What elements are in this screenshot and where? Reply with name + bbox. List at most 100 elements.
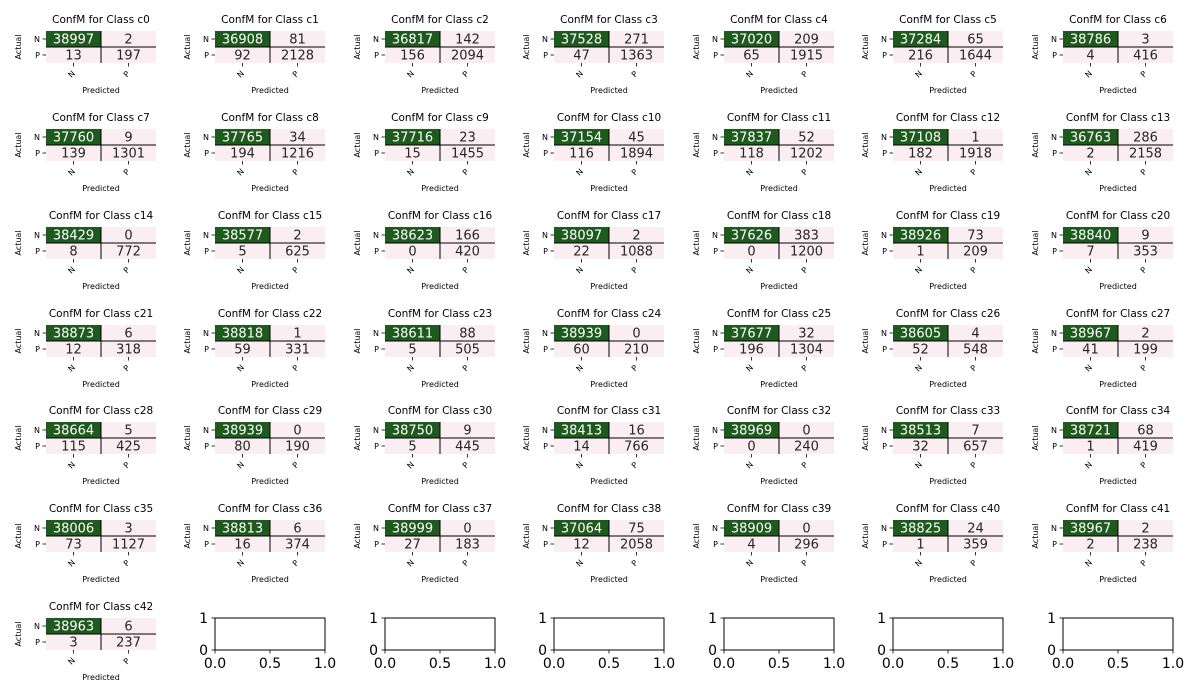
empty-axes-frame xyxy=(723,617,835,651)
cell-value: 37626 xyxy=(731,229,772,244)
y-tick-label: N xyxy=(34,524,40,533)
cell-value: 183 xyxy=(455,538,480,553)
matrix-cell xyxy=(893,325,948,341)
y-tick-label: N xyxy=(373,524,379,533)
empty-axes-panel: 0.0 0.5 1.0 0 1 xyxy=(1047,611,1184,672)
matrix-cell xyxy=(893,47,948,63)
y-tick-label: P xyxy=(543,149,548,158)
cell-value: 0 xyxy=(124,229,132,244)
cell-value: 238 xyxy=(1133,538,1158,553)
matrix-cell xyxy=(46,536,101,552)
matrix-cell xyxy=(609,438,664,454)
y-axis-label: Actual xyxy=(14,425,23,450)
x-tick-label: 0.5 xyxy=(1107,656,1129,672)
matrix-cell xyxy=(440,438,495,454)
matrix-cell xyxy=(46,341,101,357)
x-axis-label: Predicted xyxy=(1099,575,1137,584)
x-tick-label: P xyxy=(122,69,132,79)
x-axis-label: Predicted xyxy=(421,282,459,291)
x-tick-label: P xyxy=(630,265,640,275)
matrix-cell xyxy=(385,536,440,552)
matrix-cell xyxy=(1063,31,1118,47)
matrix-cell xyxy=(440,227,495,243)
cell-value: 548 xyxy=(963,343,988,358)
y-tick-label: P xyxy=(35,540,40,549)
cell-value: 1 xyxy=(971,131,979,146)
matrix-cell xyxy=(1063,422,1118,438)
cell-value: 38429 xyxy=(53,229,94,244)
x-tick-label: P xyxy=(291,460,301,470)
panel-title: ConfM for Class c40 xyxy=(896,503,1000,515)
y-tick-label: 0 xyxy=(199,643,208,659)
x-axis-label: Predicted xyxy=(590,184,628,193)
matrix-cell xyxy=(385,325,440,341)
cell-value: 38097 xyxy=(561,229,602,244)
matrix-cell xyxy=(893,227,948,243)
matrix-cell xyxy=(779,243,834,259)
matrix-cell xyxy=(46,634,101,650)
panel-title: ConfM for Class c6 xyxy=(1069,14,1167,26)
x-tick-label: P xyxy=(800,460,810,470)
matrix-cell xyxy=(554,438,609,454)
cell-value: 1301 xyxy=(112,147,145,162)
matrix-cell xyxy=(724,422,779,438)
cell-value: 3 xyxy=(124,522,132,537)
panel-title: ConfM for Class c30 xyxy=(388,405,492,417)
x-axis-label: Predicted xyxy=(590,86,628,95)
matrix-cell xyxy=(1063,129,1118,145)
panel-title: ConfM for Class c22 xyxy=(218,308,322,320)
y-axis-label: Actual xyxy=(183,230,192,255)
y-tick-label: N xyxy=(1051,524,1057,533)
matrix-cell xyxy=(609,129,664,145)
cell-value: 81 xyxy=(289,33,306,48)
panel-title: ConfM for Class c5 xyxy=(899,14,997,26)
matrix-cell xyxy=(440,341,495,357)
matrix-cell xyxy=(385,47,440,63)
y-tick-label: P xyxy=(1052,149,1057,158)
y-tick-label: P xyxy=(543,51,548,60)
y-tick-label: P xyxy=(204,540,209,549)
cell-value: 52 xyxy=(912,343,929,358)
x-tick-label: N xyxy=(574,265,585,276)
y-tick-label: 0 xyxy=(1047,643,1056,659)
y-tick-label: N xyxy=(373,35,379,44)
y-tick-label: P xyxy=(713,442,718,451)
cell-value: 3 xyxy=(1141,33,1149,48)
y-axis-label: Actual xyxy=(692,230,701,255)
y-tick-label: N xyxy=(542,524,548,533)
x-tick-label: N xyxy=(405,265,416,276)
y-axis-label: Actual xyxy=(183,328,192,353)
y-tick-label: P xyxy=(204,345,209,354)
cell-value: 1894 xyxy=(620,147,653,162)
cell-value: 37108 xyxy=(900,131,941,146)
x-axis-label: Predicted xyxy=(590,282,628,291)
matrix-cell xyxy=(1118,47,1173,63)
panel-title: ConfM for Class c8 xyxy=(221,112,319,124)
cell-value: 194 xyxy=(230,147,255,162)
matrix-cell xyxy=(1063,325,1118,341)
cell-value: 5 xyxy=(408,440,416,455)
y-tick-label: P xyxy=(374,247,379,256)
x-axis-label: Predicted xyxy=(760,184,798,193)
matrix-cell xyxy=(893,422,948,438)
y-axis-label: Actual xyxy=(183,132,192,157)
matrix-cell xyxy=(46,31,101,47)
cell-value: 16 xyxy=(234,538,251,553)
matrix-cell xyxy=(948,422,1003,438)
panel-title: ConfM for Class c33 xyxy=(896,405,1000,417)
cell-value: 9 xyxy=(463,424,471,439)
matrix-cell xyxy=(893,341,948,357)
x-tick-label: N xyxy=(66,558,77,569)
x-tick-label: P xyxy=(461,265,471,275)
cell-value: 416 xyxy=(1133,49,1158,64)
